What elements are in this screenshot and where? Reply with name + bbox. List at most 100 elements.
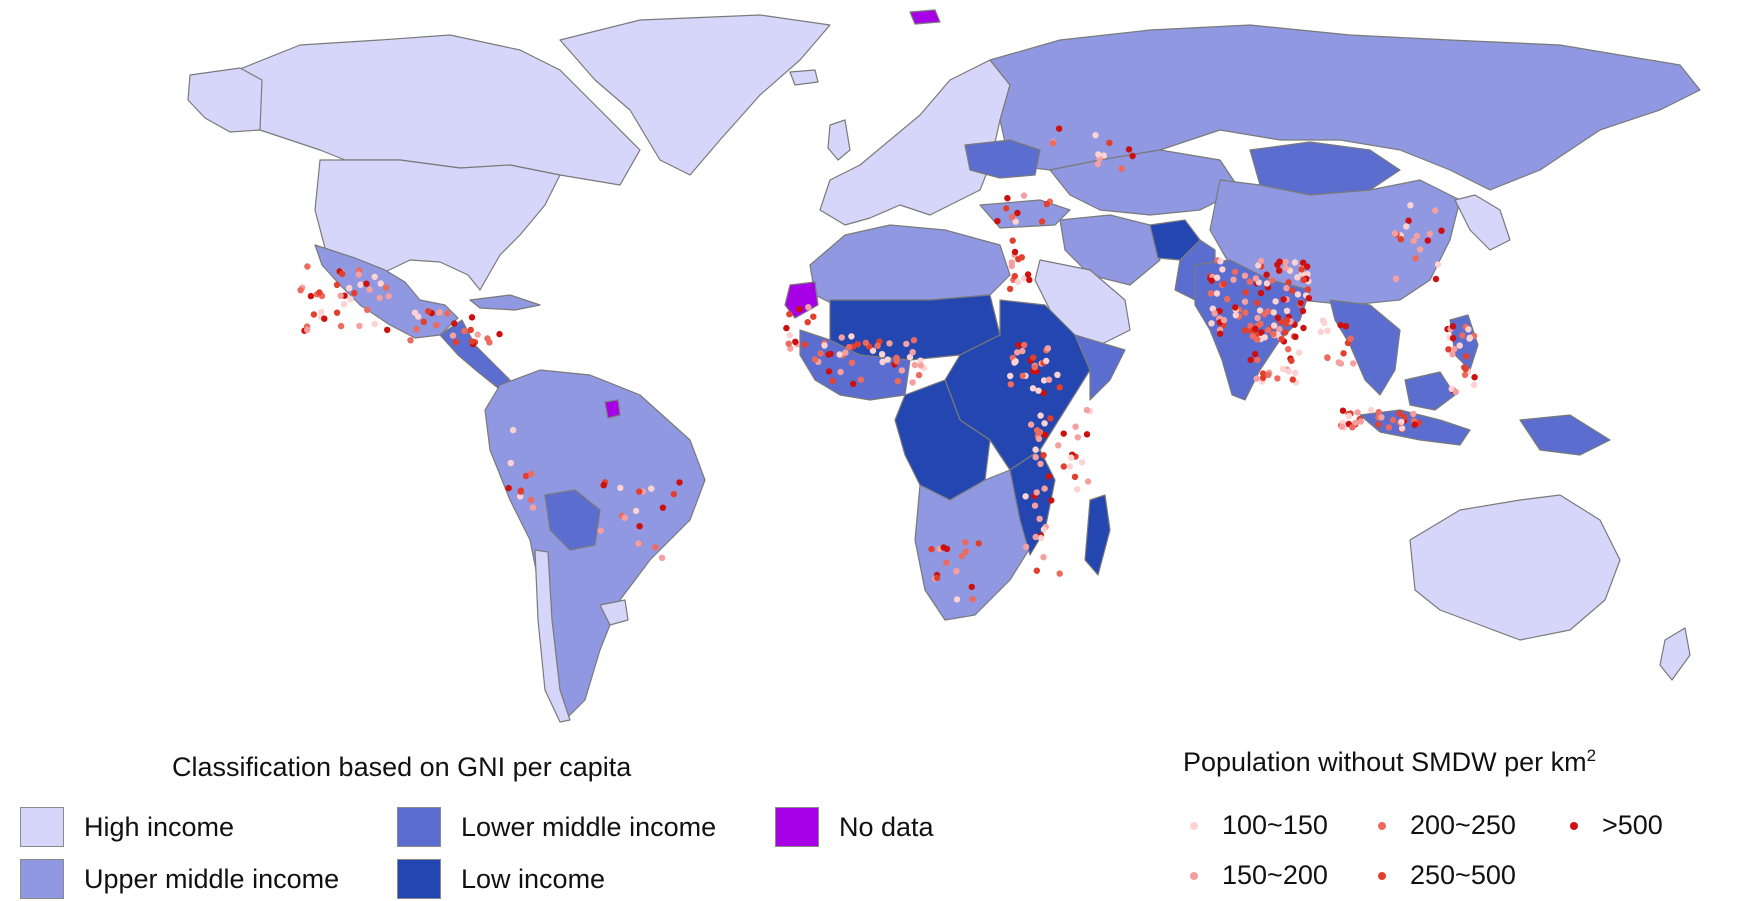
high-income-swatch (20, 807, 64, 847)
density-point (509, 426, 517, 434)
density-point (1282, 258, 1289, 266)
density-point (850, 380, 857, 388)
density-point (1020, 341, 1028, 349)
density-point (1253, 375, 1260, 382)
density-point (1094, 160, 1102, 168)
density-point (1339, 407, 1347, 414)
density-point (1294, 291, 1302, 298)
density-point (1252, 325, 1259, 332)
density-point (420, 318, 427, 325)
density-point (1003, 205, 1010, 212)
density-point (1274, 375, 1281, 382)
density-point (522, 472, 530, 480)
density-point (829, 377, 836, 385)
density-item-250-500: 250~500 (1378, 860, 1516, 891)
density-point (1219, 266, 1226, 273)
low-income-swatch (397, 859, 441, 899)
madagascar (1084, 494, 1111, 576)
density-point (1410, 410, 1417, 418)
density-point (469, 338, 476, 345)
density-point (1029, 385, 1037, 392)
density-point (1083, 431, 1091, 438)
density-point (1289, 287, 1296, 294)
density-point (321, 315, 328, 322)
density-point (1007, 372, 1014, 380)
australia (1409, 494, 1621, 641)
density-point (632, 507, 640, 515)
density-label: 200~250 (1410, 810, 1516, 840)
west-africa (799, 329, 911, 401)
density-point (817, 350, 824, 357)
density-point (1452, 388, 1460, 396)
density-point (1015, 341, 1022, 349)
density-point (1354, 409, 1361, 416)
density-point (917, 362, 924, 369)
density-point (1045, 376, 1053, 383)
legend-item-no-data: No data (775, 805, 934, 849)
alaska (187, 67, 263, 133)
density-point (1391, 230, 1399, 237)
density-point (1040, 554, 1047, 561)
density-point (1350, 360, 1357, 367)
density-point (1020, 192, 1028, 199)
density-point (1254, 356, 1261, 364)
density-point (1405, 217, 1412, 224)
density-point (1022, 493, 1029, 500)
density-point (1445, 346, 1452, 353)
density-point (1106, 139, 1113, 147)
density-point (1072, 423, 1079, 430)
central-america (439, 319, 511, 389)
density-point (1398, 418, 1405, 426)
density-point (1375, 421, 1382, 428)
density-point (898, 367, 906, 374)
density-point (600, 482, 607, 489)
svalbard (909, 9, 941, 25)
density-point (337, 322, 345, 330)
density-point (1213, 290, 1221, 297)
density-point (825, 368, 833, 375)
density-point (1011, 272, 1018, 280)
density-point (1047, 415, 1054, 422)
density-point (1401, 413, 1408, 421)
density-point (1397, 236, 1405, 243)
density-point (994, 217, 1001, 225)
density-point (848, 333, 855, 340)
density-point (940, 544, 947, 551)
density-point (1305, 295, 1313, 302)
density-point (910, 337, 918, 344)
density-point (1037, 460, 1044, 468)
legend-item-lower-middle-income: Lower middle income (397, 805, 716, 849)
density-point (862, 339, 870, 346)
legend-item-high-income: High income (20, 805, 234, 849)
density-point (1008, 262, 1015, 270)
density-point (1074, 486, 1081, 493)
legend-item-upper-middle-income: Upper middle income (20, 857, 339, 901)
density-point (1014, 349, 1021, 356)
density-legend-title: Population without SMDW per km2 (1183, 746, 1597, 777)
density-point (433, 321, 440, 329)
density-label: 250~500 (1410, 860, 1516, 890)
density-point (617, 484, 624, 492)
density-point (1295, 349, 1303, 356)
horn-africa (1074, 334, 1126, 401)
density-point (307, 292, 315, 300)
density-point (1056, 384, 1063, 391)
density-point (304, 326, 311, 333)
density-point (507, 459, 514, 467)
density-point (1232, 312, 1240, 319)
density-point (906, 353, 914, 361)
density-point (786, 332, 793, 339)
density-point (1118, 165, 1125, 172)
density-point (1378, 414, 1385, 421)
density-point (1035, 387, 1042, 394)
density-point (1009, 237, 1016, 244)
density-point (1035, 435, 1043, 442)
mexico (314, 244, 459, 339)
density-point (517, 493, 524, 500)
density-point (385, 293, 392, 300)
density-point (1403, 223, 1410, 230)
density-point (1278, 336, 1285, 343)
density-point (411, 309, 419, 316)
density-point (909, 349, 916, 356)
